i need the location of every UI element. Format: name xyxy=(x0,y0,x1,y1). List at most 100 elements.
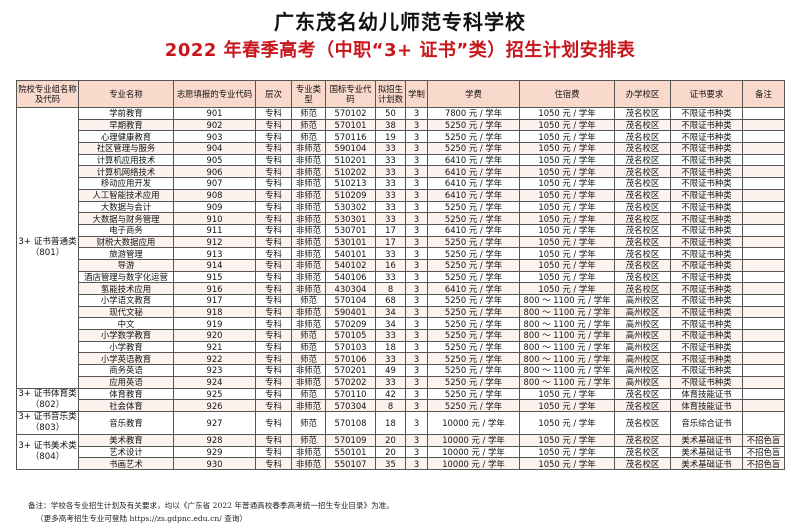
remarks xyxy=(742,165,785,179)
level: 专科 xyxy=(255,118,292,132)
certificate: 不限证书种类 xyxy=(670,235,743,249)
plan-count: 49 xyxy=(375,364,406,377)
table-row: 小学英语教育 922 专科 师范 570106 33 3 5250 元 / 学年 800 ～ 1… xyxy=(17,352,785,366)
dorm-fee: 1050 元 / 学年 xyxy=(519,235,615,249)
dorm-fee: 1050 元 / 学年 xyxy=(519,223,615,237)
major-name: 商务英语 xyxy=(78,364,174,377)
dorm-fee: 1050 元 / 学年 xyxy=(519,457,615,470)
tuition: 10000 元 / 学年 xyxy=(427,457,520,470)
major-type: 非师范 xyxy=(291,399,326,412)
remarks xyxy=(742,294,785,307)
plan-count: 20 xyxy=(375,445,406,459)
plan-count: 50 xyxy=(375,107,406,120)
major-type: 非师范 xyxy=(291,364,326,377)
national-code: 570304 xyxy=(325,399,376,412)
dorm-fee: 1050 元 / 学年 xyxy=(519,433,615,447)
national-code: 530301 xyxy=(325,212,376,225)
table-row: 现代文秘 918 专科 非师范 590401 34 3 5250 元 / 学年 800 ～ 11… xyxy=(17,305,785,319)
level: 专科 xyxy=(255,130,292,144)
school-name: 广东茂名幼儿师范专科学校 xyxy=(274,10,526,34)
level: 专科 xyxy=(255,399,292,412)
level: 专科 xyxy=(255,375,292,389)
level: 专科 xyxy=(255,410,292,435)
col-remarks: 备注 xyxy=(742,80,785,108)
plan-count: 38 xyxy=(375,118,406,132)
major-name: 艺术设计 xyxy=(78,445,174,459)
campus: 茂名校区 xyxy=(614,457,671,470)
table-row: 小学数学教育 920 专科 师范 570105 33 3 5250 元 / 学年 800 ～ 1… xyxy=(17,329,785,342)
major-code: 917 xyxy=(173,294,256,307)
years: 3 xyxy=(405,212,428,225)
major-type: 师范 xyxy=(291,130,326,144)
major-name: 大数据与财务管理 xyxy=(78,212,174,225)
level: 专科 xyxy=(255,142,292,155)
plan-count: 33 xyxy=(375,352,406,366)
national-code: 540102 xyxy=(325,258,376,272)
table-row: 社会体育 926 专科 非师范 570304 8 3 5250 元 / 学年 1050 元 / … xyxy=(17,399,785,412)
campus: 茂名校区 xyxy=(614,153,671,167)
major-code: 903 xyxy=(173,130,256,144)
certificate: 不限证书种类 xyxy=(670,212,743,225)
major-code: 901 xyxy=(173,107,256,120)
major-name: 计算机网络技术 xyxy=(78,165,174,179)
col-type: 专业类型 xyxy=(291,80,326,108)
major-name: 音乐教育 xyxy=(78,410,174,435)
years: 3 xyxy=(405,399,428,412)
remarks xyxy=(742,399,785,412)
campus: 茂名校区 xyxy=(614,212,671,225)
certificate: 不限证书种类 xyxy=(670,153,743,167)
dorm-fee: 1050 元 / 学年 xyxy=(519,399,615,412)
table-row: 小学教育 921 专科 师范 570103 18 3 5250 元 / 学年 800 ～ 110… xyxy=(17,340,785,354)
certificate: 不限证书种类 xyxy=(670,165,743,179)
years: 3 xyxy=(405,282,428,295)
table-row: 财税大数据应用 912 专科 非师范 530101 17 3 5250 元 / 学年 1050 … xyxy=(17,235,785,249)
national-code: 570109 xyxy=(325,433,376,447)
campus: 茂名校区 xyxy=(614,118,671,132)
level: 专科 xyxy=(255,305,292,319)
group-name: 3+ 证书普通类（801） xyxy=(16,107,79,389)
major-code: 914 xyxy=(173,258,256,272)
dorm-fee: 800 ～ 1100 元 / 学年 xyxy=(519,317,615,331)
remarks xyxy=(742,235,785,249)
certificate: 不限证书种类 xyxy=(670,200,743,214)
certificate: 不限证书种类 xyxy=(670,223,743,237)
plan-count: 33 xyxy=(375,212,406,225)
col-major: 专业名称 xyxy=(78,80,174,108)
group-name: 3+ 证书美术类（804） xyxy=(16,433,79,470)
tuition: 6410 元 / 学年 xyxy=(427,153,520,167)
major-type: 师范 xyxy=(291,352,326,366)
table-row: 酒店管理与数字化运营 915 专科 非师范 540106 33 3 5250 元 / 学年 10… xyxy=(17,270,785,284)
table-row: 移动应用开发 907 专科 非师范 510213 33 3 6410 元 / 学年 1050 元… xyxy=(17,177,785,190)
certificate: 美术基础证书 xyxy=(670,433,743,447)
major-code: 928 xyxy=(173,433,256,447)
years: 3 xyxy=(405,352,428,366)
table-row: 氢能技术应用 916 专科 非师范 430304 8 3 6410 元 / 学年 1050 元 … xyxy=(17,282,785,295)
certificate: 不限证书种类 xyxy=(670,188,743,202)
national-code: 590401 xyxy=(325,305,376,319)
major-type: 非师范 xyxy=(291,305,326,319)
table-row: 小学语文教育 917 专科 师范 570104 68 3 5250 元 / 学年 800 ～ 1… xyxy=(17,294,785,307)
major-name: 小学数学教育 xyxy=(78,329,174,342)
level: 专科 xyxy=(255,317,292,331)
years: 3 xyxy=(405,294,428,307)
certificate: 不限证书种类 xyxy=(670,340,743,354)
tuition: 6410 元 / 学年 xyxy=(427,177,520,190)
major-type: 非师范 xyxy=(291,177,326,190)
table-row: 大数据与会计 909 专科 非师范 530302 33 3 5250 元 / 学年 1050 元… xyxy=(17,200,785,214)
remarks xyxy=(742,305,785,319)
national-code: 530101 xyxy=(325,235,376,249)
dorm-fee: 800 ～ 1100 元 / 学年 xyxy=(519,294,615,307)
national-code: 510209 xyxy=(325,188,376,202)
plan-count: 34 xyxy=(375,305,406,319)
remarks xyxy=(742,258,785,272)
national-code: 570105 xyxy=(325,329,376,342)
national-code: 530701 xyxy=(325,223,376,237)
dorm-fee: 800 ～ 1100 元 / 学年 xyxy=(519,352,615,366)
tuition: 5250 元 / 学年 xyxy=(427,399,520,412)
major-name: 人工智能技术应用 xyxy=(78,188,174,202)
table-row: 应用英语 924 专科 非师范 570202 33 3 5250 元 / 学年 800 ～ 11… xyxy=(17,375,785,389)
major-type: 非师范 xyxy=(291,142,326,155)
campus: 茂名校区 xyxy=(614,107,671,120)
table-row: 书画艺术 930 专科 非师范 550107 35 3 10000 元 / 学年 1050 元 … xyxy=(17,457,785,470)
major-name: 社区管理与服务 xyxy=(78,142,174,155)
